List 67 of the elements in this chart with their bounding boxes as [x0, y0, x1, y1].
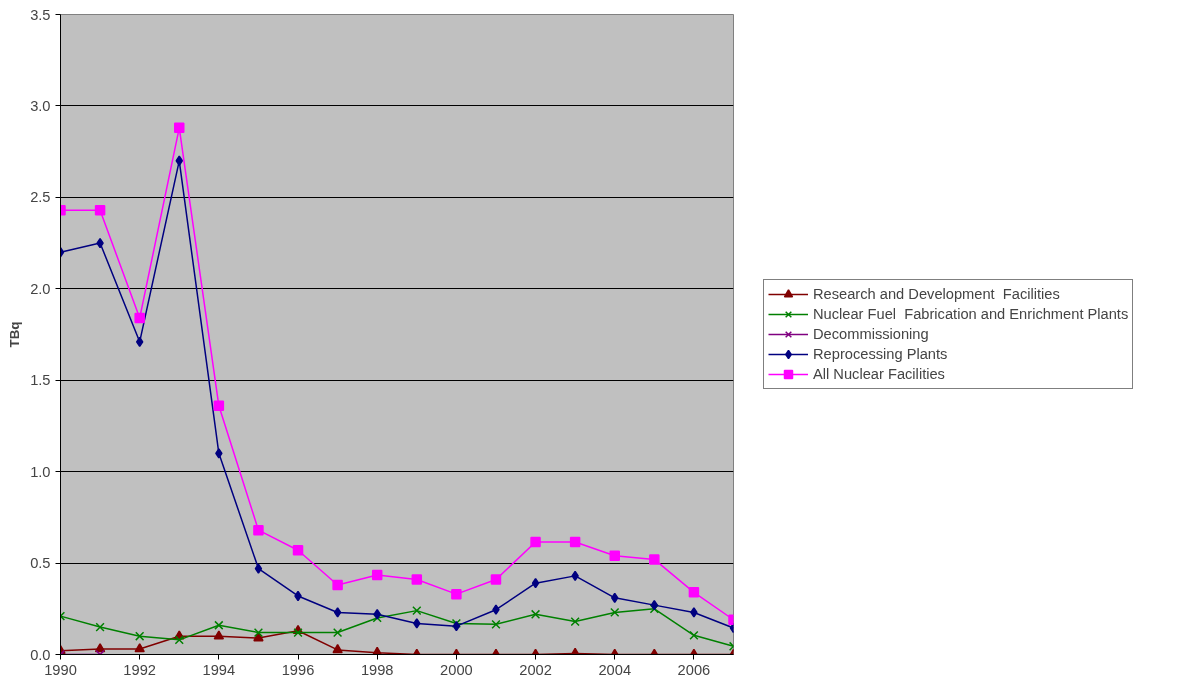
point: [610, 607, 620, 618]
x-tick-label: 2006: [677, 661, 711, 678]
x-tick-label: 1990: [44, 661, 77, 678]
y-tick-label: 3.5: [30, 6, 51, 23]
point: [215, 448, 223, 459]
point: [371, 569, 383, 581]
point: [649, 554, 660, 565]
point: [174, 122, 185, 134]
point: [531, 577, 540, 589]
point: [490, 574, 502, 585]
point: [213, 400, 225, 412]
point: [690, 607, 698, 618]
point: [134, 643, 145, 653]
point: [332, 643, 343, 654]
point: [253, 627, 264, 638]
point: [95, 622, 105, 632]
point: [332, 627, 343, 638]
point: [373, 609, 381, 620]
legend-label: Research and Development Facilities: [813, 286, 1060, 302]
point: [569, 536, 581, 548]
x-tick-label: 1994: [202, 661, 236, 678]
legend-label: Nuclear Fuel Fabrication and Enrichment Plants: [813, 306, 1129, 322]
y-tick-label: 2.0: [30, 280, 51, 297]
point: [609, 550, 620, 562]
y-tick-label: 1.0: [30, 463, 51, 480]
point: [530, 536, 541, 548]
x-tick-label: 2004: [598, 661, 632, 678]
point: [174, 635, 184, 645]
point: [254, 563, 263, 574]
point: [333, 607, 342, 618]
x-tick-label: 2000: [440, 661, 473, 678]
point: [135, 336, 144, 348]
point: [530, 609, 541, 619]
point: [413, 618, 421, 629]
x-tick-label: 1992: [123, 661, 156, 678]
x-tick-label: 2002: [519, 661, 552, 678]
point: [213, 630, 225, 640]
point: [610, 592, 619, 604]
y-tick-label: 1.5: [30, 372, 51, 389]
y-axis-title: TBq: [7, 321, 23, 348]
point: [94, 204, 106, 216]
point: [689, 630, 699, 640]
point: [135, 631, 145, 641]
point: [175, 155, 184, 167]
point: [332, 579, 343, 591]
legend-label: Reprocessing Plants: [813, 346, 948, 362]
y-tick-label: 0.5: [30, 555, 51, 572]
point: [688, 587, 700, 598]
legend-label: All Nuclear Facilities: [813, 366, 945, 382]
y-tick-label: 3.0: [30, 97, 51, 114]
point: [650, 599, 659, 611]
point: [253, 524, 264, 536]
point: [134, 312, 145, 324]
point: [492, 604, 500, 615]
point: [292, 545, 304, 556]
point: [649, 604, 659, 614]
point: [412, 605, 422, 616]
point: [411, 574, 423, 585]
legend-label: Decommissioning: [813, 326, 929, 342]
point: [570, 616, 580, 627]
x-tick-label: 1998: [360, 661, 394, 678]
y-tick-label: 2.5: [30, 189, 51, 206]
y-tick-label: 0.0: [30, 646, 51, 663]
point: [451, 588, 462, 600]
point: [491, 619, 501, 629]
x-tick-label: 1996: [281, 661, 315, 678]
point: [214, 620, 224, 630]
